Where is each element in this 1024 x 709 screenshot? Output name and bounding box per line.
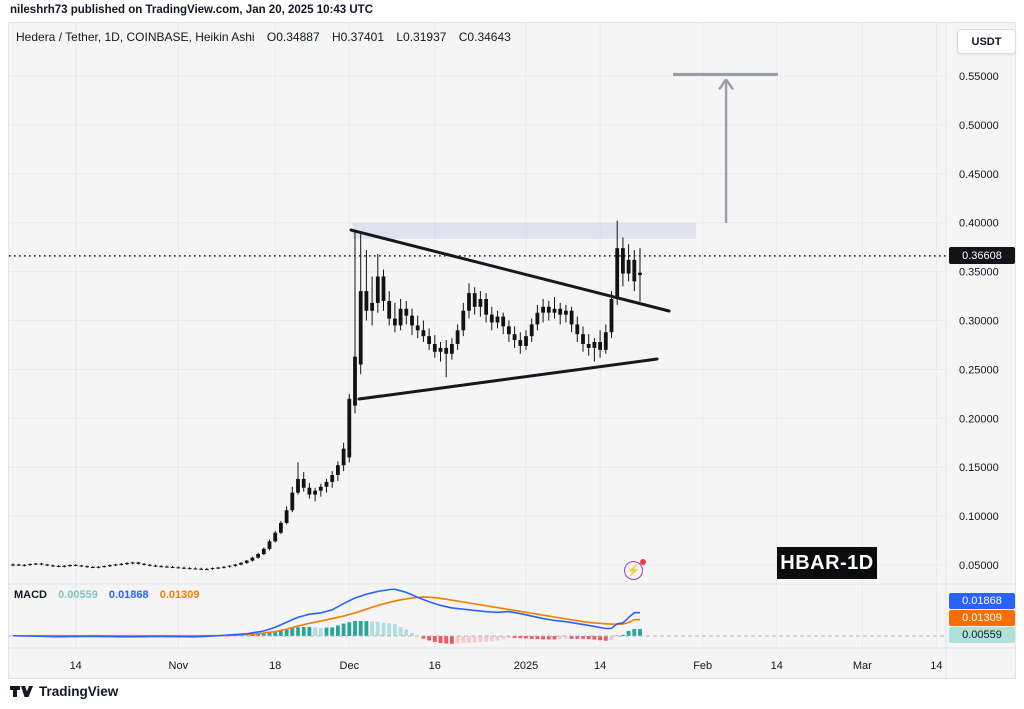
time-tick-label: 14 bbox=[771, 660, 783, 672]
time-tick-label: Dec bbox=[340, 660, 360, 672]
ticker-watermark-label: HBAR-1D bbox=[777, 547, 877, 579]
ohlc-open: O0.34887 bbox=[266, 30, 320, 44]
pane-separators bbox=[9, 23, 1017, 680]
macd-legend[interactable]: MACD 0.00559 0.01868 0.01309 bbox=[14, 589, 199, 601]
price-tick-label: 0.20000 bbox=[959, 413, 999, 425]
time-tick-label: 14 bbox=[70, 660, 82, 672]
price-tick-label: 0.15000 bbox=[959, 462, 999, 474]
attribution-text: nileshrh73 published on TradingView.com,… bbox=[10, 4, 374, 16]
macd-signal-line bbox=[12, 596, 640, 637]
time-tick-label: 2025 bbox=[514, 660, 538, 672]
chart-frame: 0.55000 0.50000 0.45000 0.40000 0.35000 0.300… bbox=[8, 22, 1017, 680]
price-tick-label: 0.05000 bbox=[959, 560, 999, 572]
ohlc-low: L0.31937 bbox=[396, 30, 447, 44]
zone-layer bbox=[352, 222, 696, 239]
notification-dot bbox=[640, 559, 646, 565]
price-tick-label: 0.10000 bbox=[959, 511, 999, 523]
symbol-title[interactable]: Hedera / Tether, 1D, COINBASE, Heikin As… bbox=[16, 30, 255, 44]
macd-line-value: 0.01868 bbox=[108, 589, 149, 601]
macd-signal-badge: 0.01309 bbox=[949, 610, 1015, 626]
boost-lightning-icon[interactable]: ⚡ bbox=[624, 559, 647, 582]
price-tick-label: 0.50000 bbox=[959, 120, 999, 132]
descending-resistance[interactable] bbox=[349, 228, 671, 313]
price-tick-label: 0.55000 bbox=[959, 71, 999, 83]
trendlines-layer bbox=[349, 228, 671, 401]
price-tick-label: 0.25000 bbox=[959, 364, 999, 376]
chart-canvas[interactable]: 0.55000 0.50000 0.45000 0.40000 0.35000 0.300… bbox=[9, 23, 1017, 680]
symbol-header[interactable]: Hedera / Tether, 1D, COINBASE, Heikin As… bbox=[16, 30, 511, 44]
price-tick-label: 0.35000 bbox=[959, 267, 999, 279]
target-arrow bbox=[673, 72, 778, 223]
boost-ring: ⚡ bbox=[624, 561, 643, 580]
tradingview-logo-icon bbox=[10, 685, 33, 697]
macd-histogram bbox=[33, 621, 642, 644]
currency-toggle-button[interactable]: USDT bbox=[957, 29, 1016, 54]
resistance-zone bbox=[352, 222, 696, 239]
tradingview-logo-text: TradingView bbox=[39, 684, 119, 699]
time-tick-label: Nov bbox=[169, 660, 189, 672]
time-tick-label: Feb bbox=[693, 660, 712, 672]
macd-signal-value: 0.01309 bbox=[159, 589, 200, 601]
time-tick-label: 14 bbox=[930, 660, 942, 672]
price-tick-label: 0.45000 bbox=[959, 169, 999, 181]
time-tick-label: 14 bbox=[594, 660, 606, 672]
time-axis[interactable]: 14 Nov 18 Dec 16 2025 14 Feb 14 Mar 14 bbox=[70, 660, 943, 672]
price-tick-label: 0.40000 bbox=[959, 218, 999, 230]
time-tick-label: 18 bbox=[269, 660, 281, 672]
ascending-support[interactable] bbox=[357, 357, 659, 401]
macd-hist-badge: 0.00559 bbox=[949, 627, 1015, 643]
macd-indicator-title[interactable]: MACD bbox=[14, 589, 47, 601]
last-price-badge: 0.36608 bbox=[949, 247, 1015, 264]
time-tick-label: 16 bbox=[429, 660, 441, 672]
macd-hist-value: 0.00559 bbox=[58, 589, 98, 601]
tradingview-footer[interactable]: TradingView bbox=[10, 684, 118, 699]
ohlc-close: C0.34643 bbox=[458, 30, 511, 44]
macd-main-line bbox=[12, 588, 640, 638]
price-tick-label: 0.30000 bbox=[959, 316, 999, 328]
macd-lines bbox=[12, 588, 640, 638]
price-axis[interactable]: 0.55000 0.50000 0.45000 0.40000 0.35000 0.300… bbox=[959, 71, 999, 572]
macd-line-badge: 0.01868 bbox=[949, 593, 1015, 609]
candles-layer bbox=[11, 220, 642, 571]
time-tick-label: Mar bbox=[853, 660, 872, 672]
ohlc-high: H0.37401 bbox=[331, 30, 385, 44]
